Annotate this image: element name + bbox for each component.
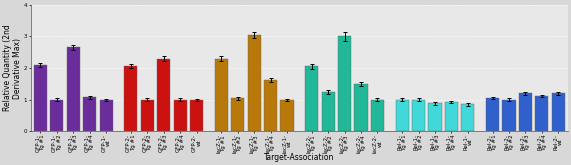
Bar bbox=[34, 65, 47, 131]
Y-axis label: Relative Quantity (2nd
Derivative Max): Relative Quantity (2nd Derivative Max) bbox=[3, 25, 22, 111]
Bar bbox=[50, 100, 63, 131]
Bar bbox=[305, 66, 318, 131]
Bar bbox=[461, 104, 475, 131]
Bar bbox=[552, 93, 565, 131]
Bar bbox=[248, 35, 261, 131]
Bar bbox=[321, 92, 335, 131]
Bar bbox=[502, 100, 516, 131]
Bar bbox=[140, 100, 154, 131]
Bar bbox=[519, 93, 532, 131]
Bar bbox=[174, 100, 187, 131]
Bar bbox=[190, 100, 203, 131]
X-axis label: Target-Association: Target-Association bbox=[264, 153, 335, 162]
Bar bbox=[67, 48, 80, 131]
Bar bbox=[215, 59, 228, 131]
Bar bbox=[486, 98, 499, 131]
Bar bbox=[428, 103, 441, 131]
Bar bbox=[338, 36, 351, 131]
Bar bbox=[396, 100, 409, 131]
Bar bbox=[536, 96, 549, 131]
Bar bbox=[264, 80, 277, 131]
Bar bbox=[445, 102, 458, 131]
Bar bbox=[124, 66, 138, 131]
Bar bbox=[371, 100, 384, 131]
Bar bbox=[355, 84, 368, 131]
Bar bbox=[280, 100, 293, 131]
Bar bbox=[157, 59, 170, 131]
Bar bbox=[83, 98, 96, 131]
Bar bbox=[412, 100, 425, 131]
Bar bbox=[99, 100, 112, 131]
Bar bbox=[231, 98, 244, 131]
